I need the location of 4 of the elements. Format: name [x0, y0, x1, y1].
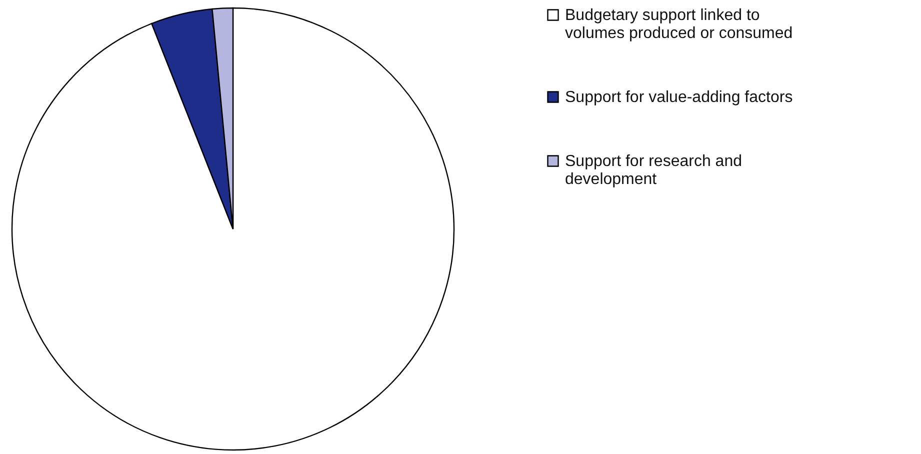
legend-label: Budgetary support linked to volumes produced or consumed: [565, 7, 793, 42]
pie-slice: [12, 7, 454, 450]
legend-label: Support for value-adding factors: [565, 89, 793, 106]
legend-label: Support for research and development: [565, 153, 742, 188]
